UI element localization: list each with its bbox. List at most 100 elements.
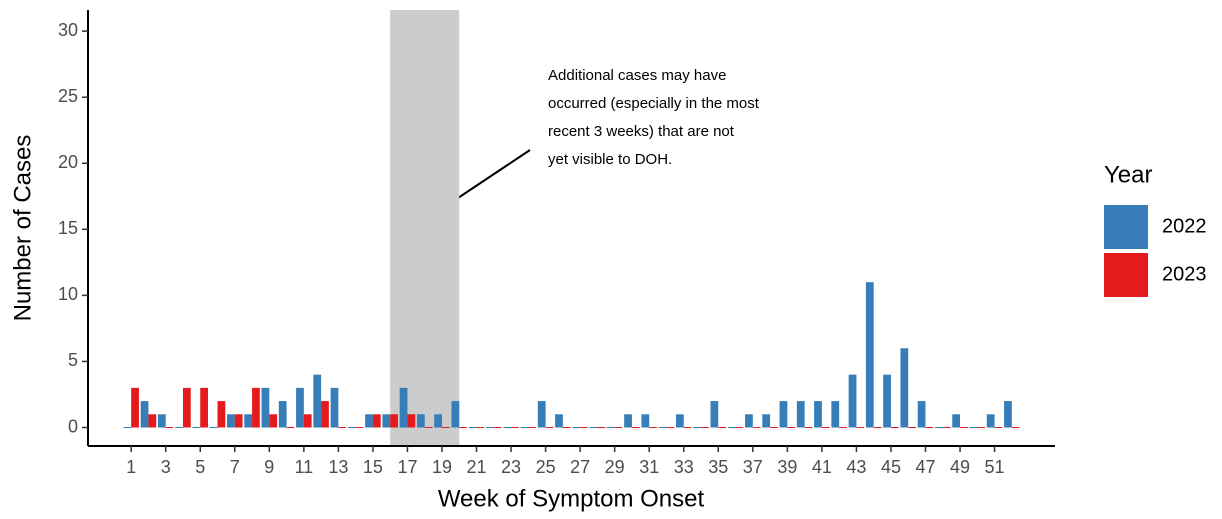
x-tick-label: 19 (432, 457, 452, 477)
annotation-text: occurred (especially in the most (548, 95, 760, 112)
bar (814, 401, 822, 428)
bar (986, 414, 995, 428)
bar (157, 414, 166, 428)
bar (434, 414, 442, 428)
bar (658, 427, 667, 429)
bar (355, 427, 364, 429)
annotation-text: yet visible to DOH. (548, 151, 672, 168)
bar (960, 427, 968, 429)
annotation-text: Additional cases may have (548, 67, 726, 84)
bar (441, 427, 450, 429)
bar (424, 427, 433, 429)
bar (865, 282, 874, 428)
x-tick-label: 7 (230, 457, 240, 477)
x-tick-label: 21 (467, 457, 487, 477)
x-tick-label: 27 (570, 457, 590, 477)
bar (416, 414, 425, 428)
bar (693, 427, 702, 429)
bar (925, 427, 934, 429)
bar (606, 427, 615, 429)
bar (762, 414, 771, 428)
bar (848, 374, 857, 428)
bar (182, 387, 191, 428)
y-axis-title: Number of Cases (9, 135, 36, 322)
bar (407, 414, 416, 428)
bar (382, 414, 391, 428)
bar (770, 427, 778, 429)
legend-label: 2022 (1162, 215, 1207, 237)
bar (338, 427, 347, 429)
x-tick-label: 5 (195, 457, 205, 477)
bar (718, 427, 727, 429)
bar (365, 414, 373, 428)
bar (528, 427, 537, 429)
bar (572, 427, 581, 429)
x-tick-label: 29 (605, 457, 625, 477)
bar (451, 401, 460, 428)
bar (942, 427, 951, 429)
bar (192, 427, 201, 429)
bar (597, 427, 606, 429)
bar (589, 427, 598, 429)
bar (831, 401, 840, 428)
bar (493, 427, 502, 429)
bar (537, 401, 546, 428)
bar (624, 414, 632, 428)
bar (701, 427, 709, 429)
bar (175, 427, 183, 429)
bar (683, 427, 692, 429)
bar (372, 414, 381, 428)
bar (934, 427, 943, 429)
x-tick-label: 43 (846, 457, 866, 477)
bar (994, 427, 1003, 429)
bar (856, 427, 865, 429)
x-tick-label: 47 (915, 457, 935, 477)
bar (217, 401, 226, 428)
bar (649, 427, 657, 429)
bar (873, 427, 882, 429)
bar (779, 401, 788, 428)
bar (261, 387, 270, 428)
bar (459, 427, 468, 429)
bar (804, 427, 813, 429)
bar (227, 414, 235, 428)
bar (347, 427, 356, 429)
bar (839, 427, 847, 429)
bar (503, 427, 512, 429)
y-tick-label: 30 (58, 20, 78, 40)
bar (244, 414, 253, 428)
bar (520, 427, 529, 429)
bar (165, 427, 174, 429)
bar (399, 387, 408, 428)
bar (821, 427, 830, 429)
bar (278, 401, 287, 428)
bar (476, 427, 485, 429)
bar (1004, 401, 1012, 428)
legend-title: Year (1104, 161, 1153, 188)
x-tick-label: 33 (674, 457, 694, 477)
bar (580, 427, 588, 429)
bar (735, 427, 744, 429)
shaded-region (390, 10, 460, 446)
bar (148, 414, 157, 428)
x-tick-label: 9 (264, 457, 274, 477)
bar (900, 348, 909, 428)
x-tick-label: 15 (363, 457, 383, 477)
y-tick-label: 20 (58, 152, 78, 172)
x-tick-label: 3 (161, 457, 171, 477)
bar (631, 427, 640, 429)
bar (796, 401, 805, 428)
annotation-pointer (451, 149, 531, 203)
bar (614, 427, 623, 429)
bar (131, 387, 139, 428)
bar (303, 414, 312, 428)
bar (710, 401, 719, 428)
bar (123, 427, 132, 429)
y-tick-label: 10 (58, 284, 78, 304)
x-tick-label: 17 (397, 457, 417, 477)
x-tick-label: 39 (777, 457, 797, 477)
x-tick-label: 49 (950, 457, 970, 477)
legend-swatch (1104, 205, 1148, 249)
bar (140, 401, 149, 428)
bar (883, 374, 891, 428)
